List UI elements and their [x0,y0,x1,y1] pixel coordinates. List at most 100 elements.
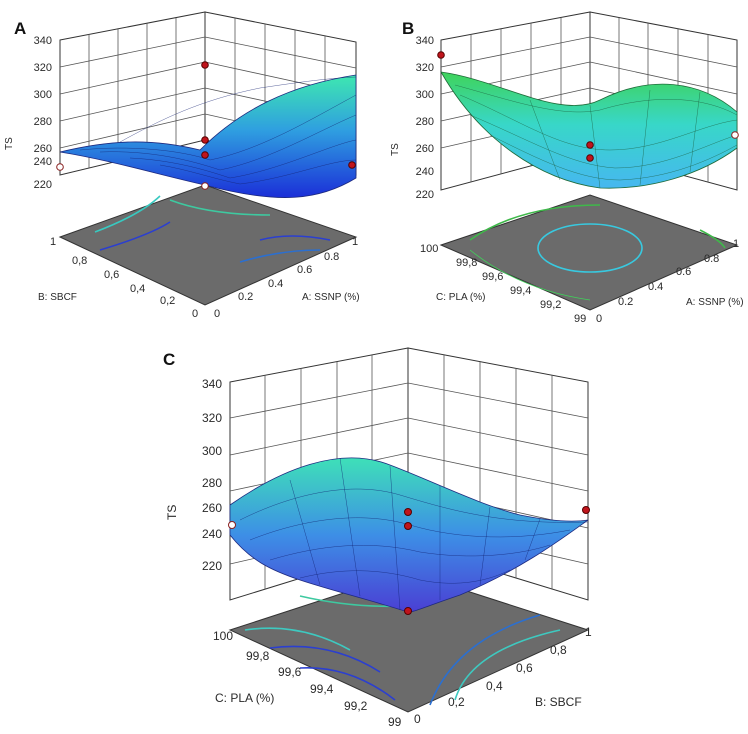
panel-a-floor [58,184,358,306]
x-tick: 0.4 [268,278,283,290]
panel-a-z-label: TS [4,137,15,150]
z-tick: 280 [34,116,52,128]
x-tick: 0.4 [648,281,663,293]
panel-a-point [201,182,209,190]
z-tick: 340 [202,377,222,391]
panel-c-z-label: TS [165,505,179,520]
panel-b-label: B [402,19,414,38]
panel-c-design-points [228,506,590,615]
panel-c-point [582,506,590,514]
z-tick: 220 [34,179,52,191]
z-tick: 260 [416,143,434,155]
panel-b-z-label: TS [390,143,401,156]
y-tick: 0 [192,308,198,320]
panel-c-contours [244,595,561,706]
panel-c-surface [229,457,589,613]
x-tick: 0,6 [516,661,533,675]
panel-a-point [201,61,209,69]
panel-b-point [586,141,594,149]
panel-c-point [404,522,412,530]
panel-c-y-label: C: PLA (%) [215,691,274,705]
panel-a: A [4,11,360,320]
y-tick: 99 [388,715,402,729]
y-tick: 0,8 [72,255,87,267]
y-tick: 0,4 [130,283,145,295]
panel-a-point [201,151,209,159]
y-tick: 99 [574,313,586,325]
panel-a-point [348,161,356,169]
panel-c-point [228,521,236,529]
panel-a-x-label: A: SSNP (%) [302,292,360,303]
z-tick: 220 [202,559,222,573]
y-tick: 0,2 [160,295,175,307]
z-tick: 280 [202,476,222,490]
y-tick: 99,6 [482,271,503,283]
x-tick: 0.6 [676,266,691,278]
x-tick: 0 [214,308,220,320]
y-tick: 100 [420,243,438,255]
z-tick: 320 [34,62,52,74]
x-tick: 1 [585,625,592,639]
z-tick: 220 [416,189,434,201]
panel-a-y-label: B: SBCF [38,292,77,303]
y-tick: 99,4 [510,285,531,297]
panel-a-x-ticks: 0 0.2 0.4 0.6 0.8 1 [214,236,358,320]
panel-c-point [404,508,412,516]
x-tick: 0,4 [486,679,503,693]
panel-b-surface-mesh [454,84,738,189]
z-tick: 300 [416,89,434,101]
x-tick: 0.8 [704,253,719,265]
x-tick: 0.2 [238,291,253,303]
panel-c-y-ticks: 100 99,8 99,6 99,4 99,2 99 [213,629,402,729]
panel-b-z-ticks: 340 320 300 280 260 240 220 [416,35,434,201]
x-tick: 1 [352,236,358,248]
z-tick: 340 [416,35,434,47]
y-tick: 99,2 [344,699,368,713]
z-tick: 320 [416,62,434,74]
panel-c-z-ticks: 340 320 300 280 260 240 220 [202,377,222,573]
x-tick: 0 [414,712,421,726]
x-tick: 0.8 [324,251,339,263]
z-tick: 300 [202,444,222,458]
panel-c: C [163,347,592,729]
panel-b-point [586,154,594,162]
z-tick: 260 [202,501,222,515]
y-tick: 99,8 [456,257,477,269]
y-tick: 99,4 [310,682,334,696]
x-tick: 0.2 [618,296,633,308]
panel-a-y-ticks: 1 0,8 0,6 0,4 0,2 0 [50,236,198,320]
y-tick: 100 [213,629,233,643]
y-tick: 0,6 [104,269,119,281]
x-tick: 0,2 [448,695,465,709]
panel-b: B [390,11,744,325]
z-tick: 240 [416,166,434,178]
x-tick: 1 [733,238,739,250]
panel-b-surface [440,71,738,189]
z-tick: 240 [202,527,222,541]
panel-c-x-ticks: 0 0,2 0,4 0,6 0,8 1 [414,625,592,726]
panel-b-design-points [437,51,739,162]
panel-a-design-points [56,61,356,190]
panel-b-point [437,51,445,59]
x-tick: 0 [596,313,602,325]
y-tick: 99,2 [540,299,561,311]
panel-b-contours [469,204,726,301]
panel-c-x-label: B: SBCF [535,695,582,709]
panel-b-x-ticks: 0 0.2 0.4 0.6 0.8 1 [596,238,739,325]
panel-a-surface-mesh [79,76,357,185]
y-tick: 99,8 [246,649,270,663]
z-tick: 260 [34,143,52,155]
x-tick: 0.6 [297,264,312,276]
y-tick: 1 [50,236,56,248]
panel-a-point [201,136,209,144]
panel-a-label: A [14,19,26,38]
panel-a-contours [94,195,331,263]
panel-a-z-ticks: 340 320 300 280 260 240 220 [34,35,52,191]
panel-c-label: C [163,350,175,369]
z-tick: 240 [34,156,52,168]
panel-b-x-label: A: SSNP (%) [686,297,744,308]
panel-a-surface [59,74,357,198]
z-tick: 320 [202,411,222,425]
y-tick: 99,6 [278,665,302,679]
